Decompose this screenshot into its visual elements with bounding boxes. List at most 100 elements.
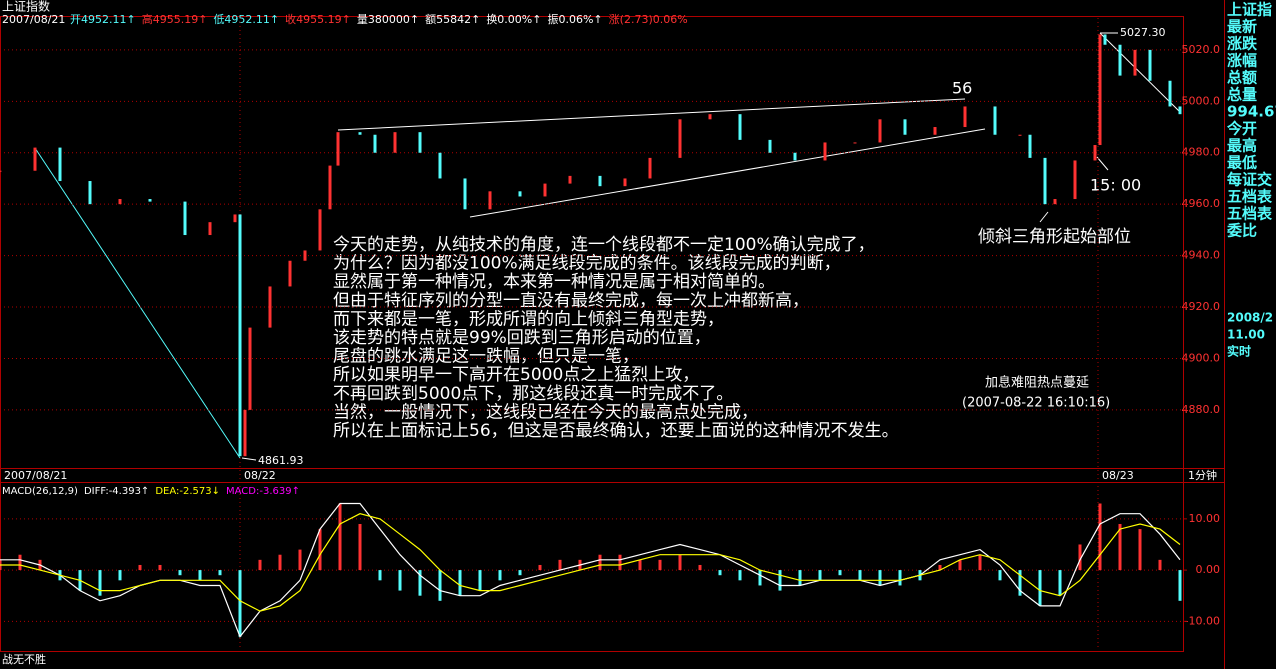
trend-line <box>34 147 241 459</box>
header-date: 2007/08/21 <box>2 13 65 26</box>
candle <box>233 214 237 223</box>
quote-field: 994.67 <box>1227 103 1276 121</box>
quote-field: 总额 <box>1227 69 1257 87</box>
header-bar: 2007/08/21 <box>2 13 65 26</box>
candle <box>243 409 247 457</box>
label-leader <box>241 457 257 461</box>
comment-line: 而下来都是一笔，形成所谓的向上倾斜三角型走势， <box>333 309 724 329</box>
candle <box>58 147 62 182</box>
candle <box>1118 44 1122 76</box>
comment-line: 所以在上面标记上56，但这是否最终确认，还要上面说的这种情况不发生。 <box>333 421 899 441</box>
candle <box>543 183 547 197</box>
candle <box>1133 49 1137 76</box>
candle <box>318 209 322 251</box>
footer: 战无不胜 <box>2 652 46 666</box>
candle <box>1103 34 1107 45</box>
indicator-label: DEA:-2.573↓ <box>155 486 220 497</box>
y-tick-label: 4960.0 <box>1182 197 1221 210</box>
candle <box>268 286 272 328</box>
candle <box>1073 160 1077 200</box>
header-item: 额55842↑ <box>425 13 480 26</box>
quote-field: 2008/2 <box>1227 311 1273 325</box>
quote-field: 总量 <box>1227 86 1257 104</box>
indicator-label: MACD:-3.639↑ <box>226 486 300 497</box>
quote-field: 今开 <box>1226 120 1257 138</box>
candle <box>793 152 797 161</box>
candle <box>463 178 467 210</box>
y-tick-label: 4880.0 <box>1182 403 1221 416</box>
indicator-label: DIFF:-4.393↑ <box>84 486 149 497</box>
y-tick-label: 4940.0 <box>1182 249 1221 262</box>
comment-line: 今天的走势，从纯技术的角度，连一个线段都不一定100%确认完成了， <box>333 235 875 255</box>
candle <box>328 165 332 210</box>
quote-field: 实时 <box>1227 344 1251 359</box>
candle <box>1093 145 1097 161</box>
quote-field: 委比 <box>1227 222 1257 240</box>
time-label: 15: 00 <box>1090 176 1141 195</box>
quote-field: 上证指 <box>1227 1 1272 19</box>
segment-count: 56 <box>952 79 972 98</box>
candle <box>598 175 602 187</box>
comment-line: 显然属于第一种情况，本来第一种情况是属于相对简单的。 <box>333 272 775 292</box>
candle <box>623 178 627 187</box>
header-item: 振0.06%↑ <box>547 12 602 26</box>
candle <box>183 201 187 236</box>
quote-field: 五档表 <box>1227 188 1273 206</box>
y-tick-label: 5020.0 <box>1182 43 1221 56</box>
start-label: 倾斜三角形起始部位 <box>978 227 1131 247</box>
quote-field: 11.00 <box>1227 328 1265 342</box>
trend-line <box>1099 32 1181 113</box>
candle <box>568 175 572 184</box>
comment-line: 但由于特征序列的分型一直没有最终完成，每一次上冲都新高， <box>333 291 809 311</box>
timestamp: (2007-08-22 16:10:16) <box>962 396 1110 411</box>
candle <box>518 191 522 197</box>
header-item: 开4952.11↑ <box>70 13 136 26</box>
quote-field: 最高 <box>1227 137 1257 155</box>
diff-line <box>0 502 1181 638</box>
y-tick-label: 4920.0 <box>1182 300 1221 313</box>
candle <box>438 152 442 179</box>
candle <box>488 191 492 210</box>
candle <box>373 134 377 153</box>
comment-line: 当然，一般情况下，这线段已经在今天的最高点处完成， <box>333 402 758 422</box>
candle <box>993 106 997 135</box>
trend-line <box>337 98 966 131</box>
headline: 加息难阻热点蔓延 <box>985 375 1089 391</box>
candle <box>903 119 907 135</box>
candle <box>248 327 252 410</box>
low-label: 4861.93 <box>258 454 304 467</box>
y-tick-label: 0.00 <box>1196 563 1221 576</box>
comment-line: 所以如果明早一下高开在5000点之上猛烈上攻， <box>333 365 699 385</box>
quote-field: 最低 <box>1227 154 1257 172</box>
candle <box>1098 34 1102 146</box>
quote-field: 涨幅 <box>1227 52 1257 70</box>
candle <box>0 170 2 172</box>
label-leader <box>1096 156 1109 171</box>
candle <box>1028 134 1032 158</box>
comment-line: 为什么？因为都没100%满足线段完成的条件。该线段完成的判断， <box>333 254 841 274</box>
x-tick-label: 2007/08/21 <box>4 469 67 482</box>
y-tick-label: 4900.0 <box>1182 351 1221 364</box>
comment-line: 不再回跌到5000点下，那这线段还真一时完成不了。 <box>333 384 733 404</box>
trend-line <box>469 128 986 218</box>
candle <box>1043 157 1047 205</box>
candle <box>288 260 292 287</box>
y-tick-label: 4980.0 <box>1182 146 1221 159</box>
candle <box>336 132 340 166</box>
y-tick-label: 5000.0 <box>1182 94 1221 107</box>
candle <box>708 114 712 120</box>
candle <box>878 119 882 143</box>
candle <box>933 127 937 135</box>
candle <box>148 199 152 202</box>
candle <box>678 119 682 158</box>
index-name: 上证指数 <box>2 0 50 14</box>
candle <box>303 250 307 261</box>
frame <box>0 16 1184 652</box>
candle <box>823 142 827 161</box>
period: 1分钟 <box>1188 468 1217 482</box>
header-item: 低4952.11↑ <box>213 13 279 26</box>
header-item: 收4955.19↑ <box>285 12 351 26</box>
indicator-label: MACD(26,12,9) <box>2 486 78 497</box>
high-label: 5027.30 <box>1120 26 1166 39</box>
